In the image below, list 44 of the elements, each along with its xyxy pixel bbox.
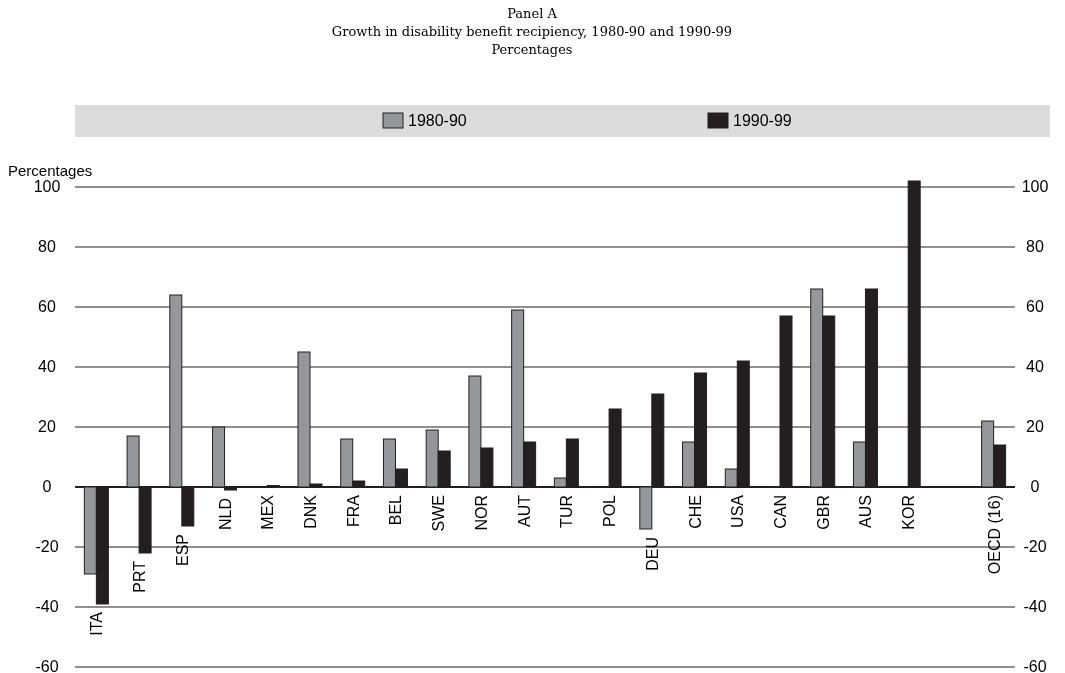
x-tick-label: CAN	[772, 495, 789, 529]
x-tick-label: PRT	[131, 560, 149, 593]
x-tick-label: USA	[729, 494, 747, 528]
y2-tick-label: 100	[1021, 178, 1049, 195]
x-tick-label: GBR	[814, 495, 832, 530]
x-tick-label: DEU	[643, 537, 661, 571]
y2-tick-label: 20	[1026, 418, 1044, 435]
y-tick-label: 100	[33, 178, 61, 195]
y2-tick-label: 80	[1026, 238, 1044, 255]
x-tick-label: ITA	[88, 611, 106, 636]
y2-tick-label: -60	[1023, 658, 1047, 673]
y-tick-label: 40	[38, 358, 56, 375]
y-tick-label: -20	[35, 538, 59, 555]
x-tick-label: MEX	[259, 494, 277, 530]
y-tick-label: 20	[38, 418, 56, 435]
legend-label: 1990-99	[733, 112, 792, 129]
y-tick-label: -40	[35, 598, 59, 615]
x-tick-label: FRA	[344, 494, 362, 527]
x-tick-label: ESP	[173, 534, 191, 567]
chart-subtitle: Growth in disability benefit recipiency, 1980-90 and 1990-99 Percentages	[331, 24, 733, 57]
x-tick-label: CHE	[686, 495, 704, 529]
x-tick-label: BEL	[387, 494, 405, 526]
x-tick-label: OECD (16)	[985, 495, 1003, 575]
y2-tick-label: -20	[1023, 538, 1047, 555]
x-tick-label: TUR	[558, 495, 576, 528]
x-tick-label: DNK	[302, 494, 319, 529]
legend-label: 1980-90	[408, 112, 467, 129]
x-tick-label: AUS	[857, 495, 875, 528]
x-tick-label: NOR	[472, 495, 490, 531]
x-tick-label: NLD	[216, 498, 234, 531]
y2-tick-label: 40	[1026, 358, 1044, 375]
x-tick-label: AUT	[515, 494, 533, 527]
y2-tick-label: 60	[1026, 298, 1044, 315]
y-tick-label: 60	[38, 298, 56, 315]
y2-tick-label: -40	[1023, 598, 1047, 615]
y2-tick-label: 0	[1030, 478, 1040, 495]
chart-title: Panel A	[507, 6, 558, 21]
x-tick-label: SWE	[430, 495, 448, 532]
y-tick-label: 0	[42, 478, 52, 495]
x-tick-label: KOR	[900, 495, 918, 530]
y-tick-label: -60	[35, 658, 59, 673]
x-tick-label: POL	[601, 494, 619, 528]
y-axis-title: Percentages	[8, 162, 93, 179]
y-tick-label: 80	[38, 238, 56, 255]
